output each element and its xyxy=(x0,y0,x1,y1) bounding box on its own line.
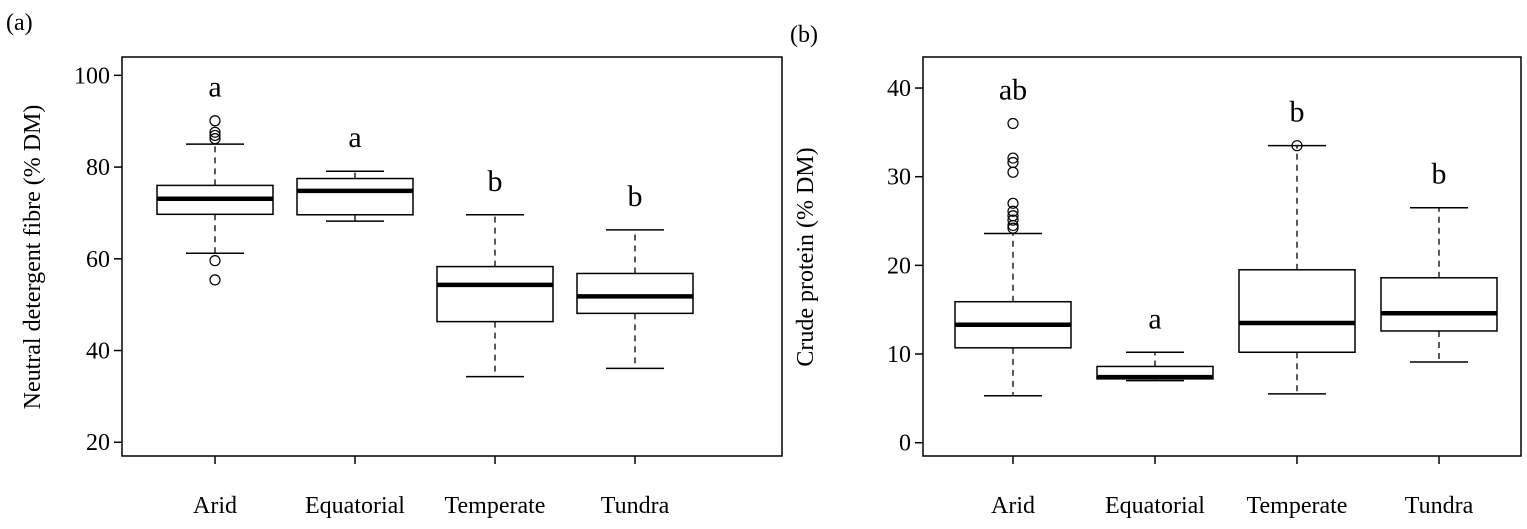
panel-a-boxes: a a b b xyxy=(156,71,694,378)
panel-b-box-arid: ab xyxy=(954,74,1072,397)
panel-a-x-tick-label-tundra: Tundra xyxy=(601,493,670,519)
panel-b-y-axis-title: Crude protein (% DM) xyxy=(793,147,819,366)
panel-b-box-equatorial: a xyxy=(1096,302,1214,382)
panel-b-outlier-arid xyxy=(1007,166,1019,178)
panel-a-y-axis: 20 40 60 80 100 xyxy=(74,63,122,456)
panel-b-outlier-arid xyxy=(1007,152,1019,164)
panel-b-outlier-arid xyxy=(1007,197,1019,209)
panel-a-outlier-arid xyxy=(209,129,221,142)
panel-a-iqr-box-equatorial xyxy=(296,177,414,216)
panel-b-x-tick-label-equatorial: Equatorial xyxy=(1105,493,1205,519)
panel-a-y-tick-label: 20 xyxy=(86,430,110,456)
panel-a-x-tick-label-temperate: Temperate xyxy=(445,493,546,519)
panel-a-significance-letter-tundra: b xyxy=(628,180,643,213)
panel-b: (b) Crude protein (% DM) 0 10 20 30 40 Arid E… xyxy=(790,22,1522,519)
panel-b-x-axis: Arid Equatorial Temperate Tundra xyxy=(991,456,1474,519)
panel-a-box-tundra: b xyxy=(576,180,694,370)
panel-b-label: (b) xyxy=(790,22,818,48)
panel-b-iqr-box-tundra xyxy=(1380,277,1498,332)
panel-a-outlier-arid xyxy=(209,255,221,267)
panel-a: (a) Neutral detergent fibre (% DM) 20 40 6… xyxy=(6,10,783,519)
panel-b-plot-frame xyxy=(922,56,1522,457)
panel-b-x-tick-label-arid: Arid xyxy=(991,493,1035,519)
panel-a-plot-frame xyxy=(121,56,783,457)
panel-b-y-axis: 0 10 20 30 40 xyxy=(887,76,923,457)
panel-a-iqr-box-tundra xyxy=(576,272,694,315)
panel-b-x-tick-label-temperate: Temperate xyxy=(1247,493,1348,519)
panel-b-y-tick-label: 40 xyxy=(887,76,911,102)
panel-b-x-tick-label-tundra: Tundra xyxy=(1405,493,1474,519)
panel-a-outlier-arid xyxy=(209,133,221,145)
panel-b-significance-letter-equatorial: a xyxy=(1148,302,1161,335)
panel-b-significance-letter-tundra: b xyxy=(1432,158,1447,191)
panel-b-outlier-arid xyxy=(1007,219,1019,232)
panel-b-iqr-box-temperate xyxy=(1238,269,1356,354)
panel-a-iqr-box-temperate xyxy=(436,265,554,323)
panel-b-outlier-arid xyxy=(1007,214,1019,226)
panel-b-y-tick-label: 10 xyxy=(887,342,911,368)
panel-b-y-tick-label: 20 xyxy=(887,253,911,279)
panel-a-box-equatorial: a xyxy=(296,121,414,222)
panel-b-y-tick-label: 0 xyxy=(899,431,911,457)
panel-b-y-tick-label: 30 xyxy=(887,165,911,191)
panel-a-significance-letter-arid: a xyxy=(208,71,221,104)
panel-b-outlier-arid xyxy=(1007,117,1019,130)
panel-b-outlier-arid xyxy=(1007,222,1019,234)
panel-a-x-axis: Arid Equatorial Temperate Tundra xyxy=(193,456,670,519)
panel-a-significance-letter-temperate: b xyxy=(488,165,503,198)
panel-a-box-temperate: b xyxy=(436,165,554,378)
panel-a-x-tick-label-equatorial: Equatorial xyxy=(305,493,405,519)
panel-b-box-tundra: b xyxy=(1380,158,1498,363)
panel-a-y-tick-label: 100 xyxy=(74,63,110,89)
panel-b-significance-letter-arid: ab xyxy=(999,74,1027,107)
panel-b-significance-letter-temperate: b xyxy=(1290,96,1305,129)
panel-a-outlier-arid xyxy=(209,126,221,138)
panel-b-outlier-arid xyxy=(1007,205,1019,217)
panel-b-box-temperate: b xyxy=(1238,96,1356,395)
panel-a-y-axis-title: Neutral detergent fibre (% DM) xyxy=(20,105,46,410)
panel-a-outlier-arid xyxy=(209,274,221,286)
panel-a-outlier-arid xyxy=(209,115,221,127)
panel-a-y-tick-label: 40 xyxy=(86,339,110,365)
panel-a-box-arid: a xyxy=(156,71,274,286)
panel-a-significance-letter-equatorial: a xyxy=(348,121,361,154)
panel-b-outlier-temperate xyxy=(1291,140,1303,152)
panel-a-x-tick-label-arid: Arid xyxy=(193,493,237,519)
panel-a-y-tick-label: 80 xyxy=(86,155,110,181)
panel-a-label: (a) xyxy=(6,10,33,36)
panel-a-y-tick-label: 60 xyxy=(86,247,110,273)
